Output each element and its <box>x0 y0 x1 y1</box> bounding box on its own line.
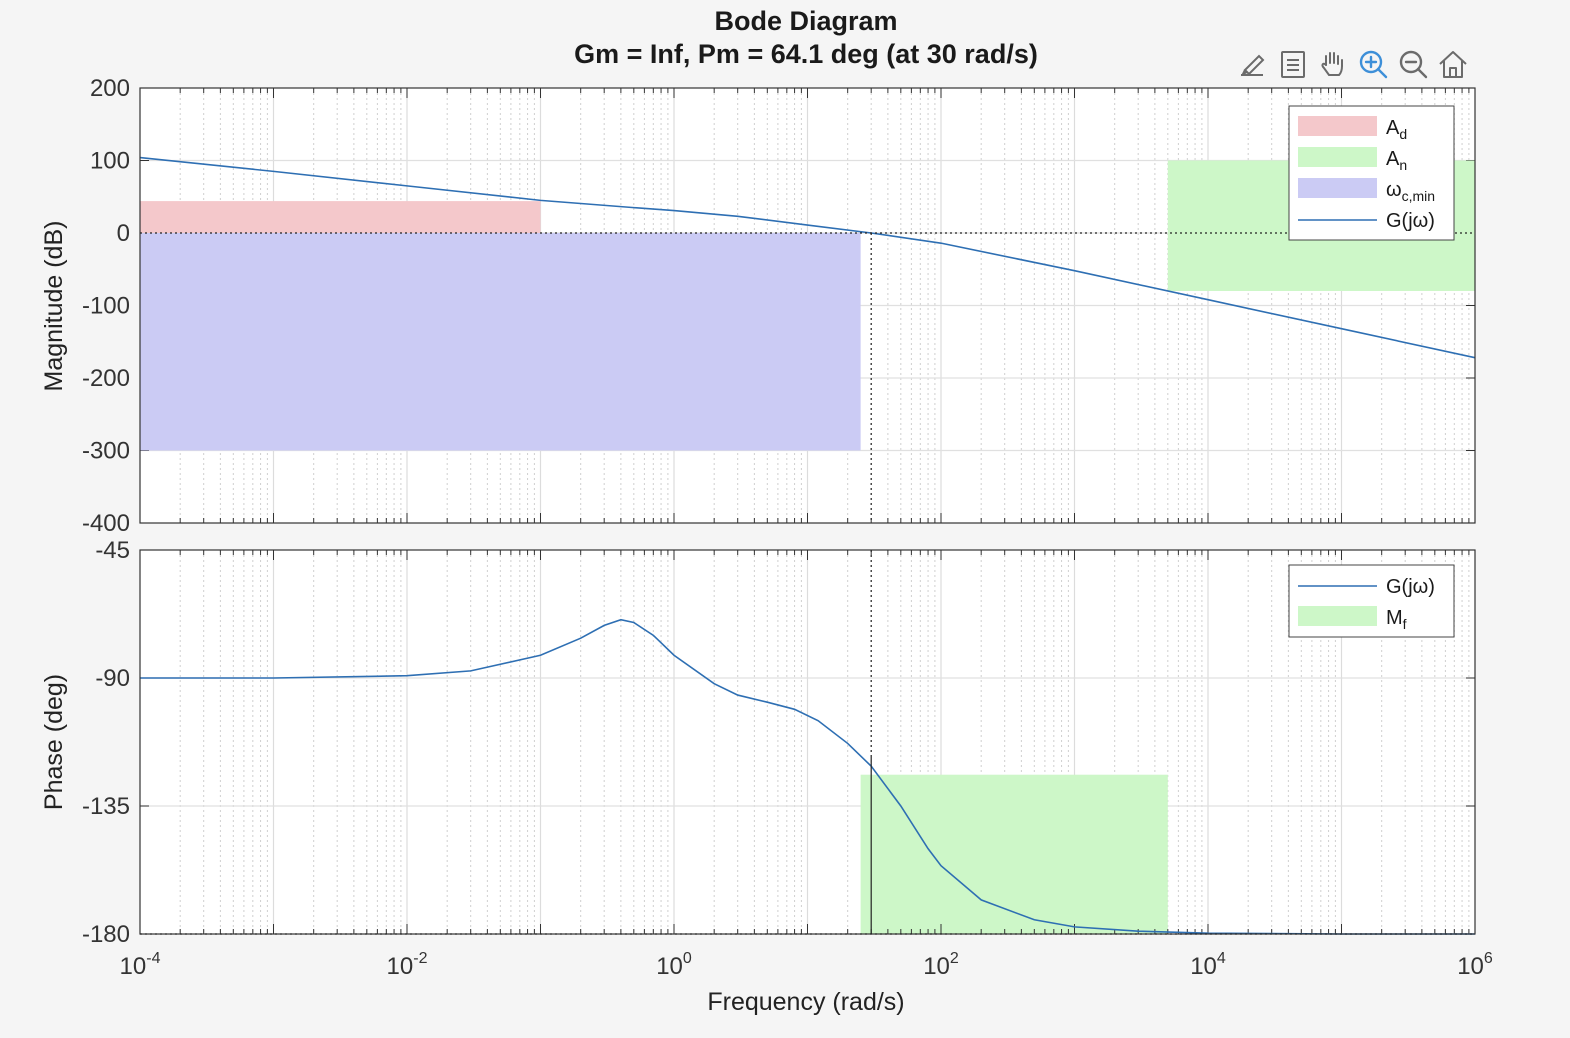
magnitude-ytick-label: -100 <box>82 293 130 320</box>
phase-region-m-f <box>860 774 1168 934</box>
magnitude-plot[interactable]: 200 100 0 -100 -200 -300 -400 Ad An ωc,min G(jω) <box>82 75 1476 537</box>
magnitude-region-omega-c-min <box>140 233 861 451</box>
chart-title: Bode Diagram <box>714 6 897 36</box>
magnitude-ytick-label: -200 <box>82 365 130 392</box>
phase-legend-label: G(jω) <box>1386 576 1435 598</box>
magnitude-legend-label: An <box>1386 148 1407 173</box>
magnitude-legend-label: Ad <box>1386 117 1407 142</box>
x-tick-label: 10-4 <box>120 950 161 980</box>
magnitude-ytick-label: -300 <box>82 438 130 465</box>
magnitude-ytick-label: 100 <box>90 148 130 175</box>
magnitude-ytick-label: 200 <box>90 75 130 102</box>
magnitude-region-a-d <box>140 201 541 233</box>
magnitude-ytick-label: 0 <box>117 220 130 247</box>
x-tick-label: 106 <box>1457 950 1493 980</box>
magnitude-series-line-g <box>139 156 1476 359</box>
x-tick-label: 104 <box>1190 950 1226 980</box>
phase-axes-frame <box>139 549 1476 935</box>
phase-ytick-label: -45 <box>95 537 130 564</box>
phase-series-line-g <box>140 618 1475 935</box>
phase-ytick-label: -90 <box>95 665 130 692</box>
phase-ytick-label: -135 <box>82 793 130 820</box>
home-icon[interactable] <box>1436 46 1470 82</box>
phase-ylabel: Phase (deg) <box>40 674 68 810</box>
magnitude-legend-swatch <box>1298 147 1377 167</box>
magnitude-legend-swatch <box>1298 116 1377 136</box>
phase-legend-label: Mf <box>1386 607 1407 632</box>
magnitude-axes-frame <box>139 87 1476 524</box>
phase-legend-swatch <box>1298 606 1377 626</box>
magnitude-ytick-label: -400 <box>82 510 130 537</box>
zoom-out-icon[interactable] <box>1396 46 1430 82</box>
x-tick-label: 10-2 <box>387 950 428 980</box>
chart-subtitle: Gm = Inf, Pm = 64.1 deg (at 30 rad/s) <box>574 39 1038 69</box>
x-axis-label: Frequency (rad/s) <box>707 988 904 1016</box>
magnitude-legend-label: G(jω) <box>1386 210 1435 232</box>
phase-ytick-label: -180 <box>82 921 130 948</box>
magnitude-legend-swatch <box>1298 178 1377 198</box>
pan-hand-icon[interactable] <box>1316 46 1350 82</box>
legend-icon[interactable] <box>1276 46 1310 82</box>
x-tick-label: 102 <box>923 950 959 980</box>
zoom-in-icon[interactable] <box>1356 46 1390 82</box>
x-tick-label: 100 <box>656 950 692 980</box>
magnitude-legend-label: ωc,min <box>1386 179 1435 204</box>
magnitude-ylabel: Magnitude (dB) <box>40 221 68 392</box>
axes-toolbar <box>1236 46 1470 82</box>
brush-icon[interactable] <box>1236 46 1270 82</box>
